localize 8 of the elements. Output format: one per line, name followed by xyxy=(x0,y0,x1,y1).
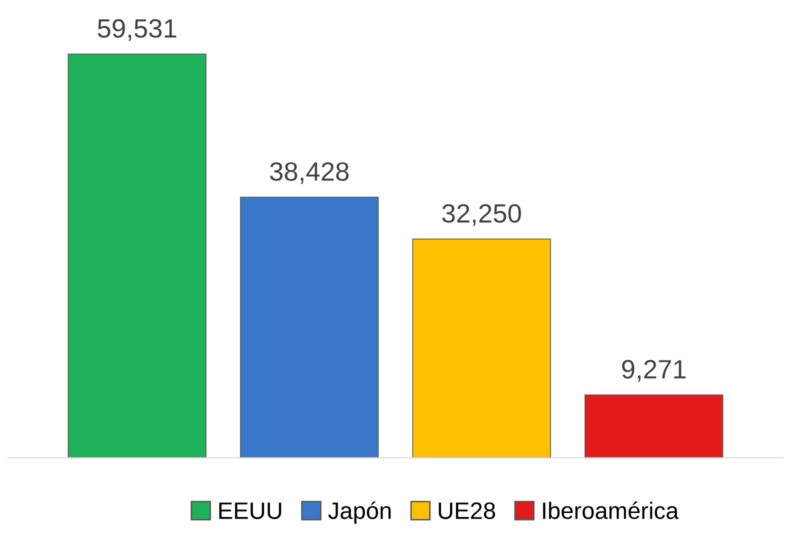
data-label: 38,428 xyxy=(270,162,349,184)
data-label: 32,250 xyxy=(442,204,521,226)
legend-label: Iberoamérica xyxy=(543,501,679,520)
legend-label: EEUU xyxy=(219,502,282,520)
data-label: 9,271 xyxy=(622,360,686,382)
legend-label: UE28 xyxy=(438,502,496,520)
data-label: 59,531 xyxy=(98,19,176,41)
legend-label: Japón xyxy=(328,501,391,524)
